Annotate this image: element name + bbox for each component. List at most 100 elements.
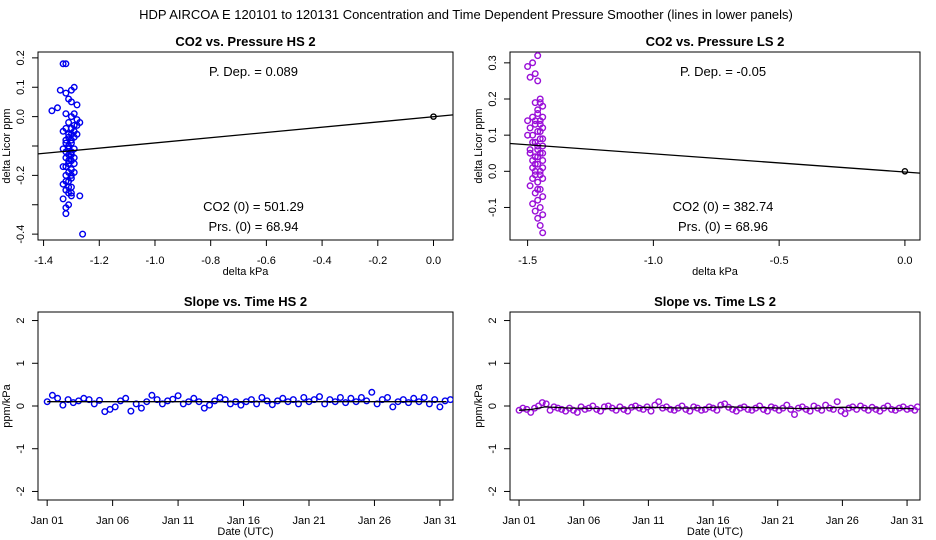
data-point [526,73,534,81]
x-tick-label: -1.0 [644,255,663,267]
data-point [405,399,413,407]
pressure-zero-annotation: Prs. (0) = 68.96 [678,219,768,234]
data-point [534,106,542,114]
data-point [744,405,752,413]
data-point [888,405,896,413]
data-point [529,59,537,67]
x-tick-label: -1.2 [90,255,109,267]
data-point [54,104,62,112]
data-point [431,396,439,404]
data-point [526,124,534,132]
data-point [73,116,81,124]
data-point [539,156,547,164]
data-point [853,405,861,413]
x-tick-label: Jan 21 [292,515,325,527]
data-point [802,405,810,413]
data-point [67,151,75,159]
data-point [736,404,744,412]
data-point [70,121,78,129]
data-point [539,149,547,157]
pressure-zero-annotation: Prs. (0) = 68.94 [209,219,299,234]
data-point [420,394,428,402]
data-point [536,95,544,103]
data-point [534,214,542,222]
panel-title: Slope vs. Time HS 2 [184,294,307,309]
data-point [62,210,70,218]
x-tick-label: Jan 16 [227,515,260,527]
data-point [678,402,686,410]
data-point [787,405,795,413]
data-point [116,397,124,405]
data-point [70,83,78,91]
data-point [539,135,547,143]
plot-area [43,388,453,416]
data-point [336,394,344,402]
data-point [67,189,75,197]
data-point [534,160,542,168]
data-point [531,167,539,175]
data-point [153,396,161,404]
data-point [274,397,282,405]
y-tick-label: -0.1 [487,198,499,217]
data-point [529,200,537,208]
data-point [65,130,73,138]
data-point [67,139,75,147]
reference-point [901,168,909,175]
data-point [410,394,418,402]
data-point [279,394,287,402]
data-point [65,118,73,126]
data-point [357,394,365,402]
data-point [536,185,544,193]
data-point [384,394,392,402]
figure-title: HDP AIRCOA E 120101 to 120131 Concentrat… [139,7,793,22]
y-tick-label: -2 [15,487,27,497]
data-point [791,411,799,419]
y-tick-label: 2 [487,317,499,323]
x-tick-label: -0.4 [313,255,332,267]
data-point [205,401,213,409]
data-point [536,135,544,143]
data-point [524,131,532,139]
data-point [300,394,308,402]
y-tick-label: -0.2 [15,166,27,185]
data-point [760,405,768,413]
data-point [536,99,544,107]
data-point [534,185,542,193]
data-point [600,403,608,411]
data-point [526,182,534,190]
co2-zero-annotation: CO2 (0) = 382.74 [673,199,774,214]
data-point [534,153,542,161]
data-point [148,391,156,399]
x-tick-label: Jan 31 [891,515,924,527]
data-point [48,391,56,399]
data-point [558,405,566,413]
reference-point [430,113,437,120]
data-point [534,52,542,60]
data-point [524,117,532,125]
y-tick-label: 2 [15,317,27,323]
y-axis-label: ppm/kPa [1,383,13,427]
panel-slope-vs-time-ls: Slope vs. Time LS 2 Jan 01 Jan 06 Jan 11 Jan… [473,294,924,538]
data-point [75,397,83,405]
data-point [833,398,841,406]
data-point [62,60,70,68]
y-tick-label: 0 [487,403,499,409]
data-point [122,394,130,402]
data-point [573,408,581,416]
data-point [62,163,70,171]
data-point [717,401,725,409]
data-point [655,398,663,406]
data-point [85,396,93,404]
x-tick-label: -1.0 [145,255,164,267]
panel-title: CO2 vs. Pressure LS 2 [646,34,785,49]
data-point [539,229,547,237]
x-tick-label: -0.6 [257,255,276,267]
data-point [79,230,87,238]
data-point [756,402,764,410]
panel-title: Slope vs. Time LS 2 [654,294,776,309]
data-point [237,401,245,409]
data-point [612,406,620,414]
pressure-dependence-annotation: P. Dep. = -0.05 [680,64,766,79]
data-point [342,399,350,407]
y-axis-label: delta Licor ppm [473,108,485,183]
